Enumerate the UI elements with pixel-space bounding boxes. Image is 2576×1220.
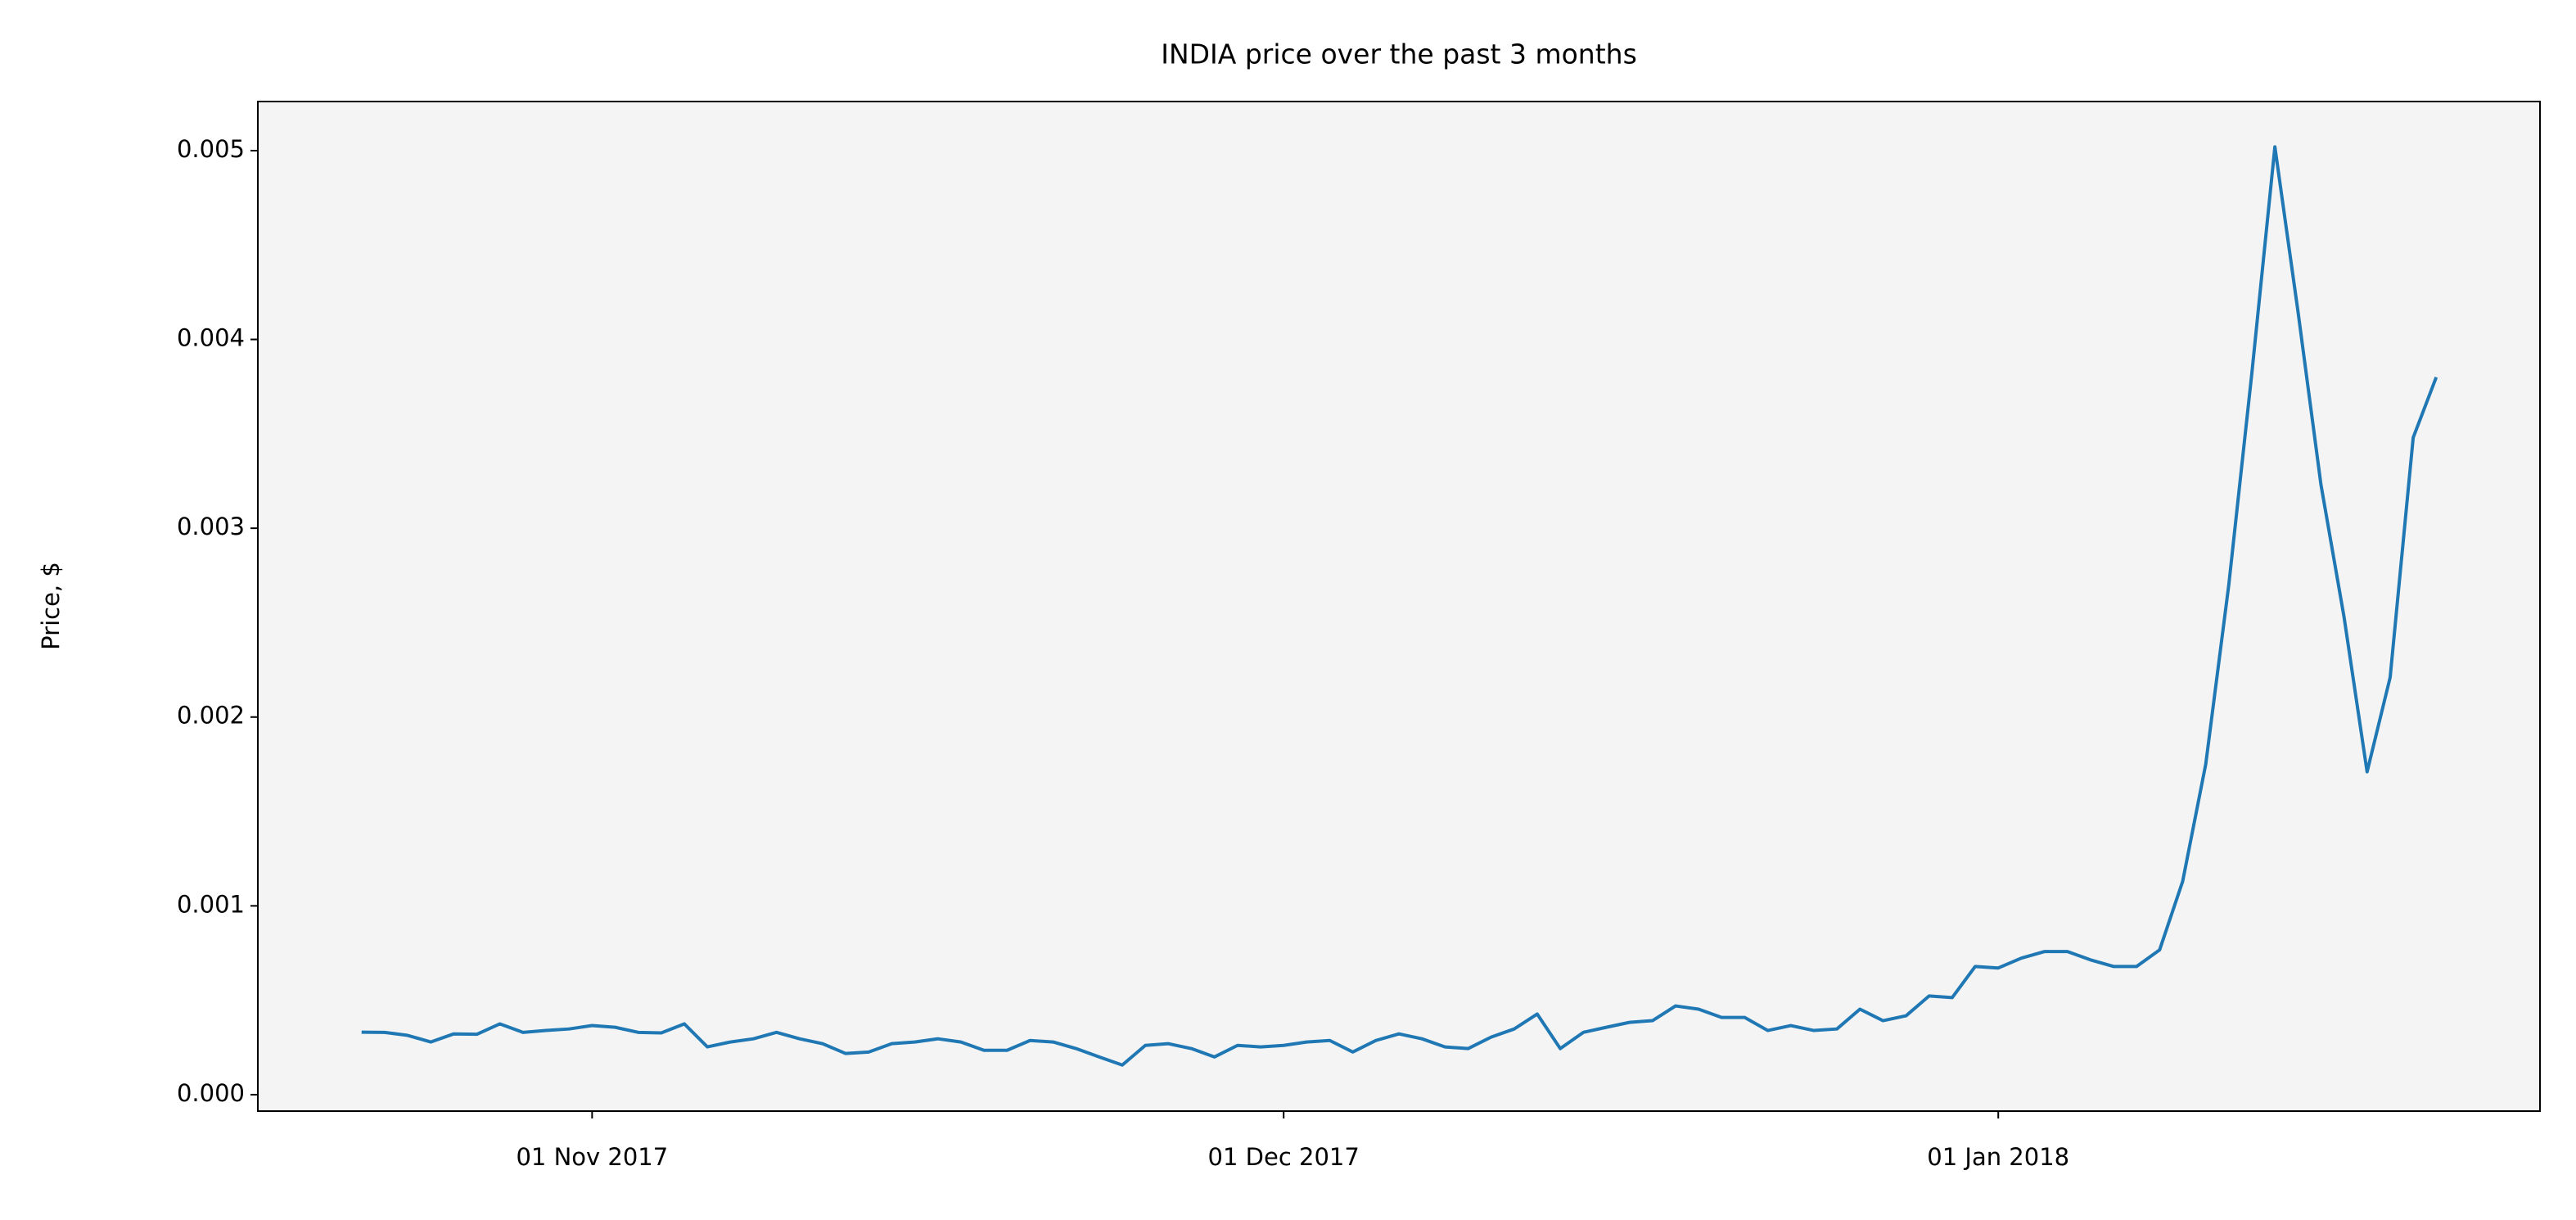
plot-area: [258, 102, 2540, 1111]
y-tick-label: 0.004: [177, 324, 245, 352]
y-tick-label: 0.002: [177, 702, 245, 730]
y-tick-label: 0.000: [177, 1079, 245, 1107]
y-axis-label: Price, $: [37, 562, 65, 650]
axes-frame: [257, 101, 2541, 1112]
y-tick-label: 0.005: [177, 135, 245, 163]
chart-title: INDIA price over the past 3 months: [1161, 38, 1637, 70]
y-tick-label: 0.003: [177, 513, 245, 540]
x-tick-label: 01 Nov 2017: [516, 1143, 668, 1171]
y-tick-label: 0.001: [177, 890, 245, 918]
x-tick-label: 01 Jan 2018: [1927, 1143, 2069, 1171]
x-tick-label: 01 Dec 2017: [1208, 1143, 1360, 1171]
line: [361, 145, 2438, 1067]
